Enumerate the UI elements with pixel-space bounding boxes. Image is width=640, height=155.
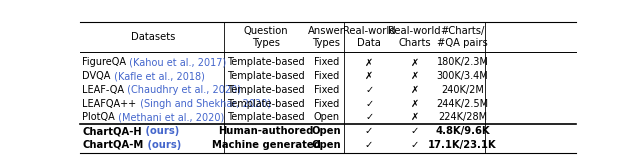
Text: ✗: ✗ <box>411 71 419 81</box>
Text: 300K/3.4M: 300K/3.4M <box>436 71 488 81</box>
Text: DVQA: DVQA <box>83 71 111 81</box>
Text: Template-based: Template-based <box>227 112 305 122</box>
Text: ChartQA-H: ChartQA-H <box>83 126 142 136</box>
Text: ✓: ✓ <box>365 126 373 136</box>
Text: 180K/2.3M: 180K/2.3M <box>436 58 488 67</box>
Text: ✓: ✓ <box>365 112 373 122</box>
Text: LEAFQA++: LEAFQA++ <box>0 154 1 155</box>
Text: ChartQA-M: ChartQA-M <box>83 140 144 150</box>
Text: PlotQA: PlotQA <box>0 154 1 155</box>
Text: ✓: ✓ <box>411 140 419 150</box>
Text: (Methani et al., 2020): (Methani et al., 2020) <box>115 112 225 122</box>
Text: Template-based: Template-based <box>227 58 305 67</box>
Text: Real-world
Charts: Real-world Charts <box>388 26 441 48</box>
Text: ChartQA-M: ChartQA-M <box>0 154 1 155</box>
Text: Template-based: Template-based <box>227 71 305 81</box>
Text: Machine generated: Machine generated <box>212 140 321 150</box>
Text: Open: Open <box>312 140 341 150</box>
Text: ✓: ✓ <box>365 85 373 95</box>
Text: ✓: ✓ <box>411 126 419 136</box>
Text: Fixed: Fixed <box>314 85 339 95</box>
Text: Fixed: Fixed <box>314 99 339 109</box>
Text: (ours): (ours) <box>142 126 179 136</box>
Text: FigureQA: FigureQA <box>83 58 127 67</box>
Text: Human-authored: Human-authored <box>218 126 314 136</box>
Text: Open: Open <box>314 112 340 122</box>
Text: ✗: ✗ <box>411 58 419 67</box>
Text: ✗: ✗ <box>411 112 419 122</box>
Text: (Kafle et al., 2018): (Kafle et al., 2018) <box>111 71 205 81</box>
Text: Datasets: Datasets <box>131 32 175 42</box>
Text: Open: Open <box>312 126 341 136</box>
Text: FigureQA: FigureQA <box>0 154 1 155</box>
Text: Template-based: Template-based <box>227 99 305 109</box>
Text: Real-world
Data: Real-world Data <box>343 26 396 48</box>
Text: Fixed: Fixed <box>314 71 339 81</box>
Text: Question
Types: Question Types <box>244 26 288 48</box>
Text: 17.1K/23.1K: 17.1K/23.1K <box>428 140 497 150</box>
Text: #Charts/
#QA pairs: #Charts/ #QA pairs <box>437 26 488 48</box>
Text: ✗: ✗ <box>411 99 419 109</box>
Text: 4.8K/9.6K: 4.8K/9.6K <box>435 126 490 136</box>
Text: (Kahou et al., 2017): (Kahou et al., 2017) <box>127 58 227 67</box>
Text: Answer
Types: Answer Types <box>308 26 345 48</box>
Text: LEAF-QA: LEAF-QA <box>0 154 1 155</box>
Text: LEAF-QA: LEAF-QA <box>83 85 124 95</box>
Text: 240K/2M: 240K/2M <box>441 85 484 95</box>
Text: ✓: ✓ <box>365 140 373 150</box>
Text: (ours): (ours) <box>144 140 181 150</box>
Text: 224K/28M: 224K/28M <box>438 112 487 122</box>
Text: ✓: ✓ <box>365 99 373 109</box>
Text: PlotQA: PlotQA <box>83 112 115 122</box>
Text: ✗: ✗ <box>365 71 373 81</box>
Text: Fixed: Fixed <box>314 58 339 67</box>
Text: DVQA: DVQA <box>0 154 1 155</box>
Text: ChartQA-H: ChartQA-H <box>0 154 1 155</box>
Text: LEAFQA++: LEAFQA++ <box>83 99 136 109</box>
Text: Template-based: Template-based <box>227 85 305 95</box>
Text: ✗: ✗ <box>365 58 373 67</box>
Text: (Chaudhry et al., 2020): (Chaudhry et al., 2020) <box>124 85 241 95</box>
Text: (Singh and Shekhar, 2020): (Singh and Shekhar, 2020) <box>136 99 271 109</box>
Text: ✗: ✗ <box>411 85 419 95</box>
Text: 244K/2.5M: 244K/2.5M <box>436 99 488 109</box>
